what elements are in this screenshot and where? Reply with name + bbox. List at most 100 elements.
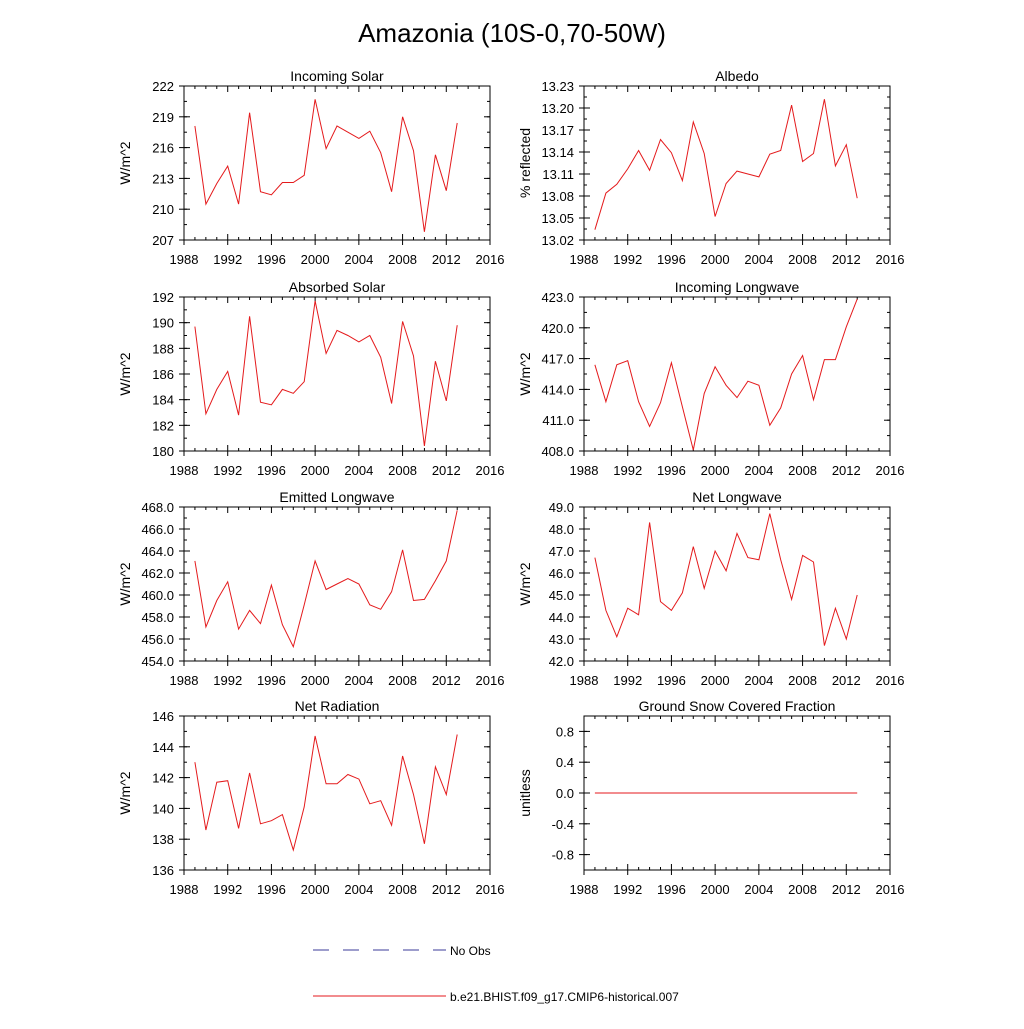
- y-tick-label: 417.0: [541, 352, 574, 367]
- y-tick-label: 13.05: [541, 211, 574, 226]
- y-tick-label: 207: [152, 233, 174, 248]
- y-tick-label: 219: [152, 110, 174, 125]
- y-axis-label: W/m^2: [117, 562, 133, 605]
- x-tick-label: 1996: [657, 882, 686, 897]
- y-axis-label: W/m^2: [517, 562, 533, 605]
- x-tick-label: 2008: [788, 882, 817, 897]
- y-tick-label: 458.0: [141, 610, 174, 625]
- y-tick-label: 468.0: [141, 500, 174, 515]
- x-tick-label: 2016: [476, 882, 505, 897]
- y-tick-label: 48.0: [549, 522, 574, 537]
- y-tick-label: 13.23: [541, 79, 574, 94]
- y-tick-label: 186: [152, 367, 174, 382]
- y-tick-label: 13.14: [541, 145, 574, 160]
- y-tick-label: 466.0: [141, 522, 174, 537]
- y-axis-label: unitless: [517, 769, 533, 816]
- panel-1: Incoming Solar W/m^2 1988 1992 1996 2000 2004 2…: [117, 68, 504, 267]
- panel-6: Net Longwave W/m^2 1988 1992 1996 2000 2004 200…: [517, 489, 904, 688]
- y-axis-label: % reflected: [517, 128, 533, 198]
- legend-model-label: b.e21.BHIST.f09_g17.CMIP6-historical.007: [450, 990, 679, 1004]
- x-tick-label: 1988: [570, 882, 599, 897]
- y-tick-label: 44.0: [549, 610, 574, 625]
- y-tick-label: 222: [152, 79, 174, 94]
- y-axis-label: W/m^2: [117, 771, 133, 814]
- panel-title: Incoming Longwave: [675, 279, 800, 295]
- y-tick-label: 13.08: [541, 189, 574, 204]
- x-tick-label: 2004: [344, 882, 373, 897]
- panel-8: Ground Snow Covered Fraction unitless 1988…: [517, 698, 904, 897]
- y-tick-label: 45.0: [549, 588, 574, 603]
- x-tick-label: 1992: [213, 252, 242, 267]
- x-tick-label: 2012: [832, 673, 861, 688]
- x-tick-label: 1988: [570, 673, 599, 688]
- y-axis-label: W/m^2: [517, 352, 533, 395]
- series-line: [194, 510, 458, 649]
- x-tick-label: 1992: [613, 252, 642, 267]
- x-tick-label: 1996: [657, 252, 686, 267]
- x-tick-label: 2004: [744, 463, 773, 478]
- series-line: [194, 734, 458, 852]
- y-tick-label: 42.0: [549, 654, 574, 669]
- x-tick-label: 2016: [476, 252, 505, 267]
- y-tick-label: 49.0: [549, 500, 574, 515]
- x-tick-label: 2008: [388, 882, 417, 897]
- x-tick-label: 2004: [344, 463, 373, 478]
- y-axis-label: W/m^2: [117, 352, 133, 395]
- x-tick-label: 2000: [301, 882, 330, 897]
- panel-title: Absorbed Solar: [289, 279, 386, 295]
- x-tick-label: 2008: [388, 673, 417, 688]
- x-tick-label: 1996: [257, 252, 286, 267]
- x-tick-label: 2004: [344, 673, 373, 688]
- plot-frame: [183, 296, 491, 452]
- panel-3: Absorbed Solar W/m^2 1988 1992 1996 2000 2004 2…: [117, 279, 504, 478]
- x-tick-label: 2012: [432, 673, 461, 688]
- x-tick-label: 1996: [257, 673, 286, 688]
- x-tick-label: 1996: [657, 673, 686, 688]
- x-tick-label: 1988: [170, 463, 199, 478]
- y-tick-label: 46.0: [549, 566, 574, 581]
- y-tick-label: 43.0: [549, 632, 574, 647]
- figure-title: Amazonia (10S-0,70-50W): [358, 18, 666, 48]
- y-tick-label: 13.11: [542, 167, 574, 182]
- x-tick-label: 2012: [832, 463, 861, 478]
- y-tick-label: 216: [152, 141, 174, 156]
- y-tick-label: 47.0: [549, 544, 574, 559]
- x-tick-label: 2016: [876, 463, 905, 478]
- y-tick-label: 454.0: [141, 654, 174, 669]
- x-tick-label: 2000: [701, 882, 730, 897]
- x-tick-label: 2004: [744, 252, 773, 267]
- y-tick-label: 142: [152, 771, 174, 786]
- x-tick-label: 2004: [344, 252, 373, 267]
- x-tick-label: 1988: [570, 463, 599, 478]
- x-tick-label: 1996: [257, 882, 286, 897]
- x-tick-label: 2008: [788, 673, 817, 688]
- x-tick-label: 1996: [657, 463, 686, 478]
- x-tick-label: 2000: [301, 673, 330, 688]
- x-tick-label: 2000: [701, 673, 730, 688]
- series-line: [194, 300, 458, 446]
- y-tick-label: -0.8: [552, 848, 574, 863]
- plot-frame: [583, 85, 891, 241]
- series-line: [194, 99, 458, 232]
- x-tick-label: 2008: [388, 463, 417, 478]
- x-tick-label: 2012: [432, 882, 461, 897]
- x-tick-label: 1992: [213, 463, 242, 478]
- y-tick-label: 408.0: [541, 444, 574, 459]
- y-tick-label: 140: [152, 801, 174, 816]
- panel-2: Albedo % reflected 1988 1992 1996 2000 2004 200…: [517, 68, 904, 267]
- legend-no-obs-label: No Obs: [450, 944, 491, 958]
- x-tick-label: 2016: [476, 673, 505, 688]
- panel-4: Incoming Longwave W/m^2 1988 1992 1996 2000 20…: [517, 279, 904, 478]
- panels-group: Incoming Solar W/m^2 1988 1992 1996 2000 2004 2…: [117, 68, 904, 897]
- x-tick-label: 1992: [613, 882, 642, 897]
- x-tick-label: 2012: [432, 252, 461, 267]
- x-tick-label: 1988: [570, 252, 599, 267]
- panel-title: Emitted Longwave: [279, 489, 394, 505]
- y-tick-label: 210: [152, 202, 174, 217]
- y-tick-label: 138: [152, 832, 174, 847]
- panel-5: Emitted Longwave W/m^2 1988 1992 1996 2000 200…: [117, 489, 504, 688]
- plot-frame: [583, 296, 891, 452]
- panel-title: Incoming Solar: [290, 68, 384, 84]
- y-tick-label: 144: [152, 740, 174, 755]
